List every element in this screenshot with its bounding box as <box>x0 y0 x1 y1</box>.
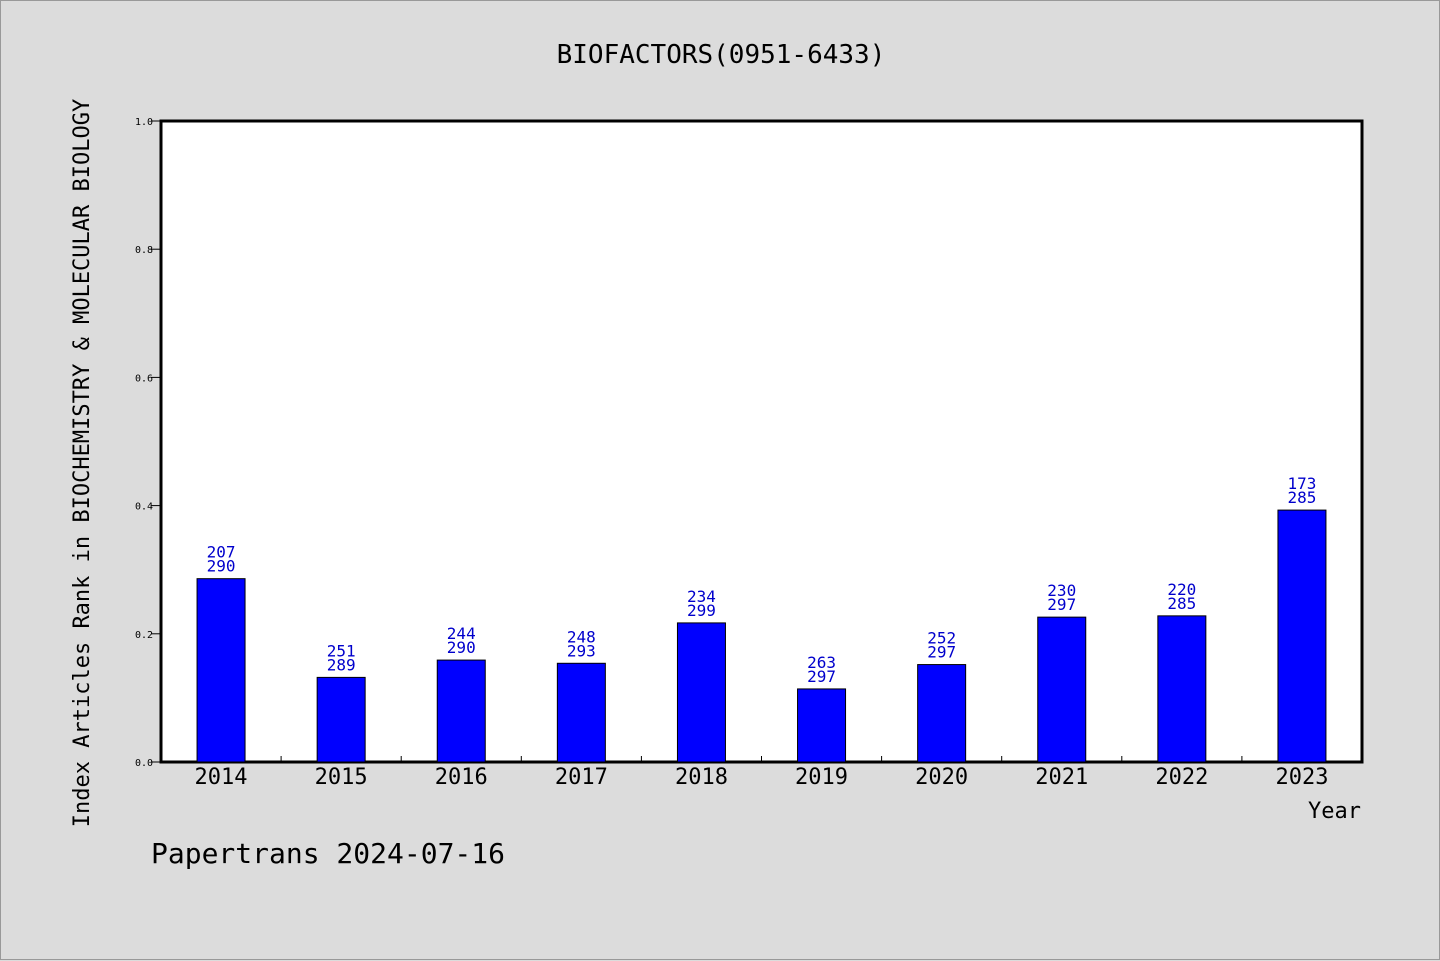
bar-rank-label: 173 <box>1287 474 1316 493</box>
bar <box>436 659 486 763</box>
bar-rank-label: 230 <box>1047 581 1076 600</box>
bar <box>556 662 606 763</box>
bar-total-label: 297 <box>1047 595 1076 614</box>
y-tick-label: 0.2 <box>135 630 153 641</box>
x-tick-label: 2014 <box>195 765 248 790</box>
bar-rank-label: 234 <box>687 587 716 606</box>
bar <box>1157 615 1207 763</box>
bar-rank-label: 252 <box>927 629 956 648</box>
bar-rank-label: 248 <box>567 627 596 646</box>
bar-total-label: 290 <box>447 638 476 657</box>
bar-rank-label: 263 <box>807 653 836 672</box>
bar-total-label: 297 <box>927 643 956 662</box>
bar-total-label: 290 <box>207 557 236 576</box>
x-tick-label: 2021 <box>1035 765 1088 790</box>
x-tick-label: 2016 <box>435 765 488 790</box>
bar-rank-label: 244 <box>447 624 476 643</box>
bar-total-label: 289 <box>327 655 356 674</box>
x-tick-label: 2020 <box>915 765 968 790</box>
y-tick-label: 0.8 <box>135 245 153 256</box>
bar-total-label: 297 <box>807 667 836 686</box>
bar-rank-label: 207 <box>207 543 236 562</box>
bar <box>1037 616 1087 763</box>
y-tick-label: 0.4 <box>135 502 153 513</box>
x-tick-label: 2022 <box>1155 765 1208 790</box>
bar-total-label: 285 <box>1167 594 1196 613</box>
y-tick-label: 0.0 <box>135 758 153 769</box>
x-tick-label: 2023 <box>1275 765 1328 790</box>
x-tick-label: 2017 <box>555 765 608 790</box>
bar-total-label: 293 <box>567 641 596 660</box>
bar <box>797 688 847 763</box>
bar <box>316 676 366 763</box>
bar <box>917 664 967 763</box>
y-axis-label: Index Articles Rank in BIOCHEMISTRY & MO… <box>70 99 95 827</box>
x-tick-label: 2018 <box>675 765 728 790</box>
bar-total-label: 299 <box>687 601 716 620</box>
bar <box>676 622 726 763</box>
x-tick-label: 2019 <box>795 765 848 790</box>
bar-rank-label: 251 <box>327 641 356 660</box>
x-axis-label: Year <box>1308 799 1361 824</box>
y-tick-label: 0.6 <box>135 373 153 384</box>
chart-title: BIOFACTORS(0951-6433) <box>557 40 886 70</box>
y-tick-label: 1.0 <box>135 117 153 128</box>
x-tick-label: 2015 <box>315 765 368 790</box>
bar <box>1277 509 1327 763</box>
bar-total-label: 285 <box>1287 488 1316 507</box>
footer-text: Papertrans 2024-07-16 <box>151 837 505 870</box>
bar-rank-label: 220 <box>1167 580 1196 599</box>
bar <box>196 578 246 763</box>
